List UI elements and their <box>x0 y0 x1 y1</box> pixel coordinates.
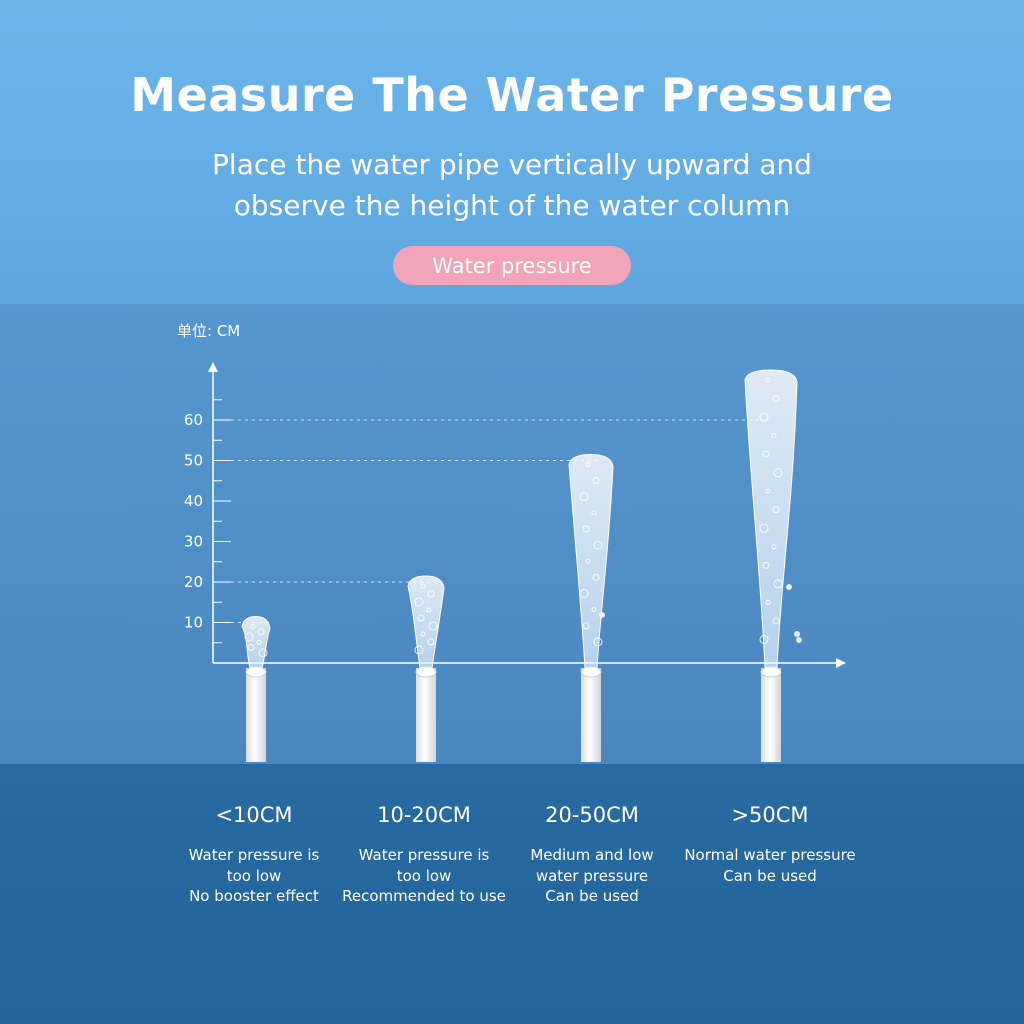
water-bubble <box>771 433 777 439</box>
water-bubble <box>759 412 769 422</box>
water-bubble <box>257 628 265 636</box>
water-pipe <box>581 668 601 762</box>
description-line: No booster effect <box>189 887 319 905</box>
chart-background <box>0 304 1024 764</box>
water-bubble <box>582 525 590 533</box>
water-column <box>744 369 798 669</box>
water-bubble <box>417 614 425 622</box>
water-droplet <box>794 631 800 637</box>
y-tick-label: 60 <box>184 411 203 429</box>
water-bubble <box>762 450 770 458</box>
water-bubble <box>256 639 262 645</box>
category-over-50: >50CM Normal water pressure Can be used <box>665 803 875 886</box>
water-bubble <box>582 622 590 630</box>
water-bubble <box>579 589 589 598</box>
category-description: Normal water pressure Can be used <box>665 845 875 886</box>
description-line: too low <box>226 866 282 885</box>
description-line: Medium and low <box>530 846 654 864</box>
water-bubble <box>765 377 771 383</box>
x-axis-arrow <box>836 658 846 668</box>
water-column <box>568 453 614 669</box>
category-description: Water pressure is too low No booster eff… <box>149 845 359 907</box>
water-bubble <box>772 395 780 403</box>
subtitle-line-1: Place the water pipe vertically upward a… <box>212 148 812 181</box>
water-bubble <box>759 634 769 644</box>
category-description: Water pressure is too low Recommended to… <box>319 845 529 907</box>
water-bubble <box>428 621 438 631</box>
water-bubble <box>585 462 591 467</box>
water-bubble <box>773 579 783 589</box>
water-bubble <box>258 648 268 658</box>
water-pipe <box>246 668 266 762</box>
category-under-10: <10CM Water pressure is too low No boost… <box>149 803 359 907</box>
water-bubble <box>771 544 777 550</box>
category-label: 20-50CM <box>545 803 639 827</box>
category-10-20: 10-20CM Water pressure is too low Recomm… <box>319 803 529 907</box>
water-bubble <box>426 607 432 613</box>
y-tick-label: 10 <box>184 614 203 632</box>
water-bubble <box>414 597 424 607</box>
bottom-background <box>0 764 1024 1024</box>
water-bubble <box>762 561 770 569</box>
water-bubble <box>420 583 426 589</box>
water-droplet <box>599 612 605 618</box>
y-tick-label: 30 <box>184 533 203 551</box>
water-bubble <box>579 492 589 502</box>
description-line: Can be used <box>545 887 639 905</box>
category-description: Medium and low water pressure Can be use… <box>487 845 697 907</box>
water-bubble <box>759 523 769 533</box>
water-bubble <box>592 573 600 581</box>
water-bubble <box>427 590 435 598</box>
water-bubble <box>593 540 603 550</box>
water-bubble <box>427 638 435 646</box>
description-line: Normal water pressure <box>684 846 856 864</box>
water-bubble <box>772 506 780 514</box>
y-axis-arrow <box>208 362 218 372</box>
y-tick-label: 20 <box>184 573 203 591</box>
subtitle-line-2: observe the height of the water column <box>233 189 791 222</box>
water-bubble <box>593 637 603 647</box>
water-bubble <box>772 617 780 625</box>
description-line: Can be used <box>723 866 817 885</box>
y-tick-label: 50 <box>184 452 203 470</box>
water-pipe <box>416 668 436 762</box>
water-column <box>407 575 445 669</box>
description-line: Water pressure is <box>188 846 320 864</box>
description-line: water pressure <box>535 866 649 885</box>
description-line: too low <box>396 866 452 885</box>
water-bubble <box>591 510 597 516</box>
category-label: <10CM <box>215 803 293 827</box>
water-bubble <box>592 477 600 485</box>
category-20-50: 20-50CM Medium and low water pressure Ca… <box>487 803 697 907</box>
water-column <box>241 615 271 669</box>
subtitle: Place the water pipe vertically upward a… <box>162 144 862 226</box>
water-bubble <box>244 632 254 642</box>
water-droplet <box>786 584 792 590</box>
description-line: Water pressure is <box>358 846 490 864</box>
water-bubble <box>420 631 426 637</box>
water-bubble <box>250 624 256 629</box>
water-bubble <box>591 607 597 613</box>
y-tick-label: 40 <box>184 492 203 510</box>
water-bubble <box>247 644 255 651</box>
water-bubble <box>765 488 771 494</box>
water-droplet <box>796 637 802 643</box>
water-pipe <box>761 668 781 762</box>
unit-label: 单位: CM <box>177 322 241 340</box>
water-pressure-badge: Water pressure <box>393 246 631 285</box>
category-label: 10-20CM <box>377 803 471 827</box>
description-line: Recommended to use <box>342 887 506 905</box>
water-bubble <box>585 558 591 564</box>
water-bubble <box>765 599 771 605</box>
water-bubble <box>414 645 424 655</box>
page-title: Measure The Water Pressure <box>130 68 894 122</box>
category-label: >50CM <box>731 803 809 827</box>
water-bubble <box>773 468 783 478</box>
